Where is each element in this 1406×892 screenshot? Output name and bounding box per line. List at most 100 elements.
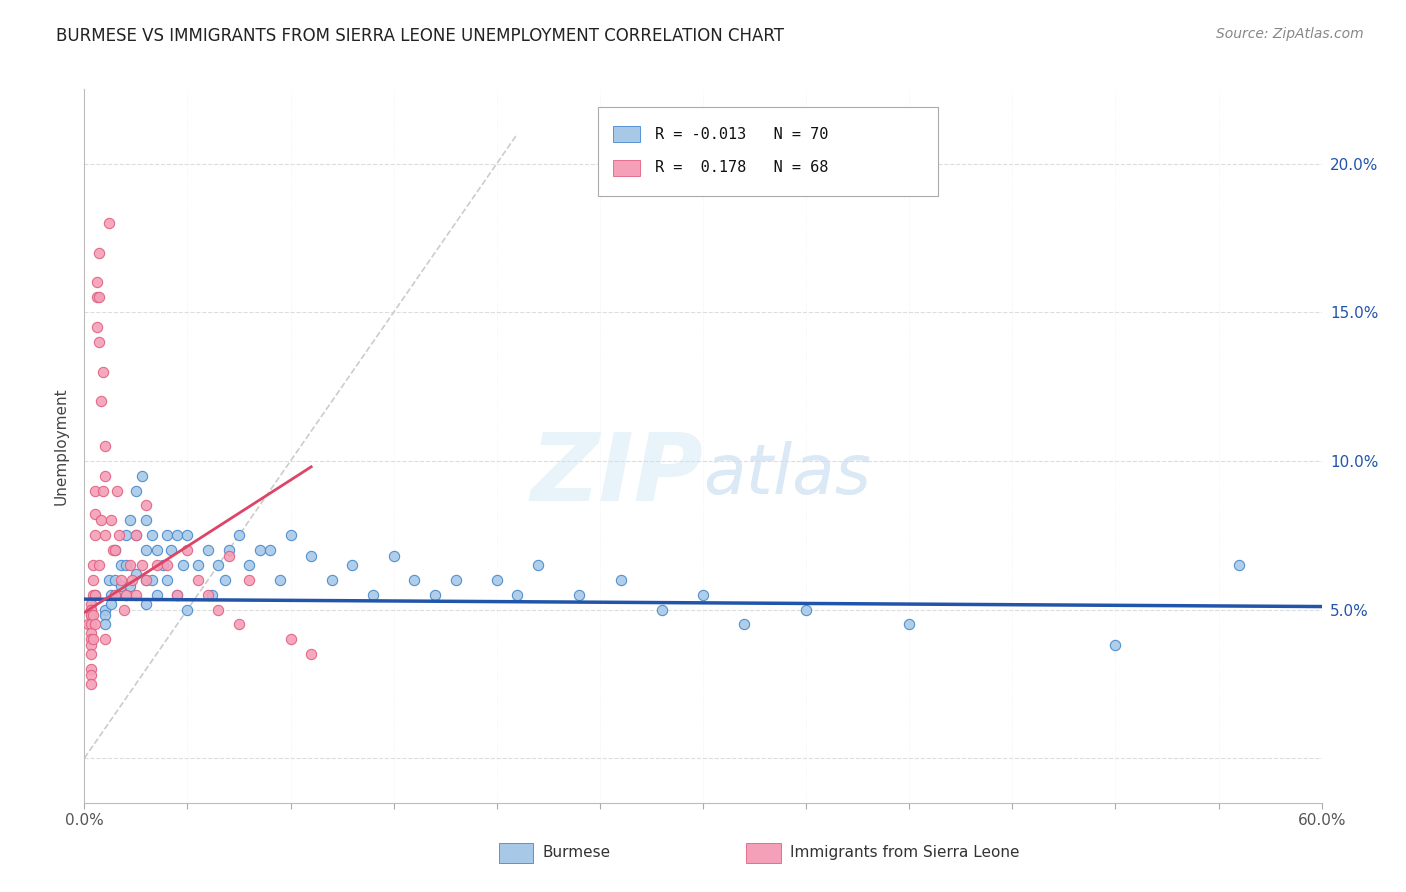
Point (249, 543, 271, 558)
Point (1104, 638, 1126, 652)
Point (166, 528, 188, 542)
Point (423, 588, 446, 602)
Point (79, 626, 101, 640)
Point (104, 573, 127, 587)
Point (156, 558, 179, 572)
FancyBboxPatch shape (747, 844, 780, 863)
Point (82, 588, 104, 602)
Point (118, 558, 141, 572)
Point (79, 677, 101, 691)
Point (228, 617, 250, 632)
Point (342, 558, 364, 572)
Point (79, 602, 101, 616)
Point (172, 558, 194, 572)
Point (79, 608, 101, 623)
Point (145, 543, 167, 558)
Point (110, 558, 132, 572)
Point (94, 528, 117, 542)
Point (187, 573, 209, 587)
Point (125, 588, 148, 602)
Point (94, 632, 117, 647)
Point (86, 320, 108, 334)
Point (79, 662, 101, 676)
Text: Immigrants from Sierra Leone: Immigrants from Sierra Leone (790, 846, 1019, 860)
Point (83, 483, 105, 498)
Point (79, 638, 101, 652)
Point (94, 608, 117, 623)
Point (98, 573, 121, 587)
Text: Burmese: Burmese (543, 846, 610, 860)
Point (87, 245, 110, 260)
Point (83, 508, 105, 522)
Point (135, 513, 157, 527)
Point (299, 647, 322, 661)
Point (280, 632, 302, 647)
Point (104, 543, 127, 558)
Point (176, 602, 198, 616)
Point (79, 647, 101, 661)
Point (238, 573, 260, 587)
Point (321, 573, 343, 587)
Point (90, 394, 112, 409)
Point (404, 573, 426, 587)
Point (135, 499, 157, 513)
Point (187, 558, 209, 572)
Point (110, 573, 132, 587)
Point (135, 543, 157, 558)
Point (114, 558, 136, 572)
Point (105, 483, 128, 498)
Point (79, 617, 101, 632)
Point (259, 543, 281, 558)
Point (141, 528, 163, 542)
Point (214, 573, 236, 587)
Text: BURMESE VS IMMIGRANTS FROM SIERRA LEONE UNEMPLOYMENT CORRELATION CHART: BURMESE VS IMMIGRANTS FROM SIERRA LEONE … (56, 27, 785, 45)
Point (90, 513, 112, 527)
Point (280, 528, 302, 542)
Point (125, 566, 148, 581)
Point (83, 588, 105, 602)
Point (94, 602, 117, 616)
Point (94, 617, 117, 632)
Point (299, 549, 322, 563)
Point (114, 588, 136, 602)
Point (114, 528, 136, 542)
Point (135, 597, 157, 611)
Point (86, 290, 108, 304)
Point (568, 588, 591, 602)
Point (382, 549, 405, 563)
Point (485, 573, 508, 587)
Point (118, 513, 141, 527)
Point (145, 588, 167, 602)
Point (100, 597, 122, 611)
FancyBboxPatch shape (598, 107, 938, 196)
Point (79, 597, 101, 611)
Point (125, 528, 148, 542)
Point (135, 573, 157, 587)
Point (166, 588, 188, 602)
Point (207, 558, 229, 572)
FancyBboxPatch shape (499, 844, 533, 863)
FancyBboxPatch shape (613, 160, 640, 176)
Point (160, 543, 183, 558)
Point (79, 668, 101, 682)
Point (135, 573, 157, 587)
Point (77, 617, 100, 632)
Text: ZIP: ZIP (530, 428, 703, 521)
Point (118, 579, 141, 593)
Point (218, 549, 240, 563)
Point (506, 588, 529, 602)
Point (125, 528, 148, 542)
Point (269, 573, 291, 587)
Point (87, 334, 110, 349)
Point (104, 588, 127, 602)
Point (141, 573, 163, 587)
Text: R = -0.013   N = 70: R = -0.013 N = 70 (655, 127, 828, 142)
Point (82, 558, 104, 572)
Point (83, 528, 105, 542)
Point (692, 588, 714, 602)
Point (176, 528, 198, 542)
Point (91, 483, 114, 498)
Point (121, 573, 143, 587)
Point (361, 588, 384, 602)
Point (145, 558, 167, 572)
